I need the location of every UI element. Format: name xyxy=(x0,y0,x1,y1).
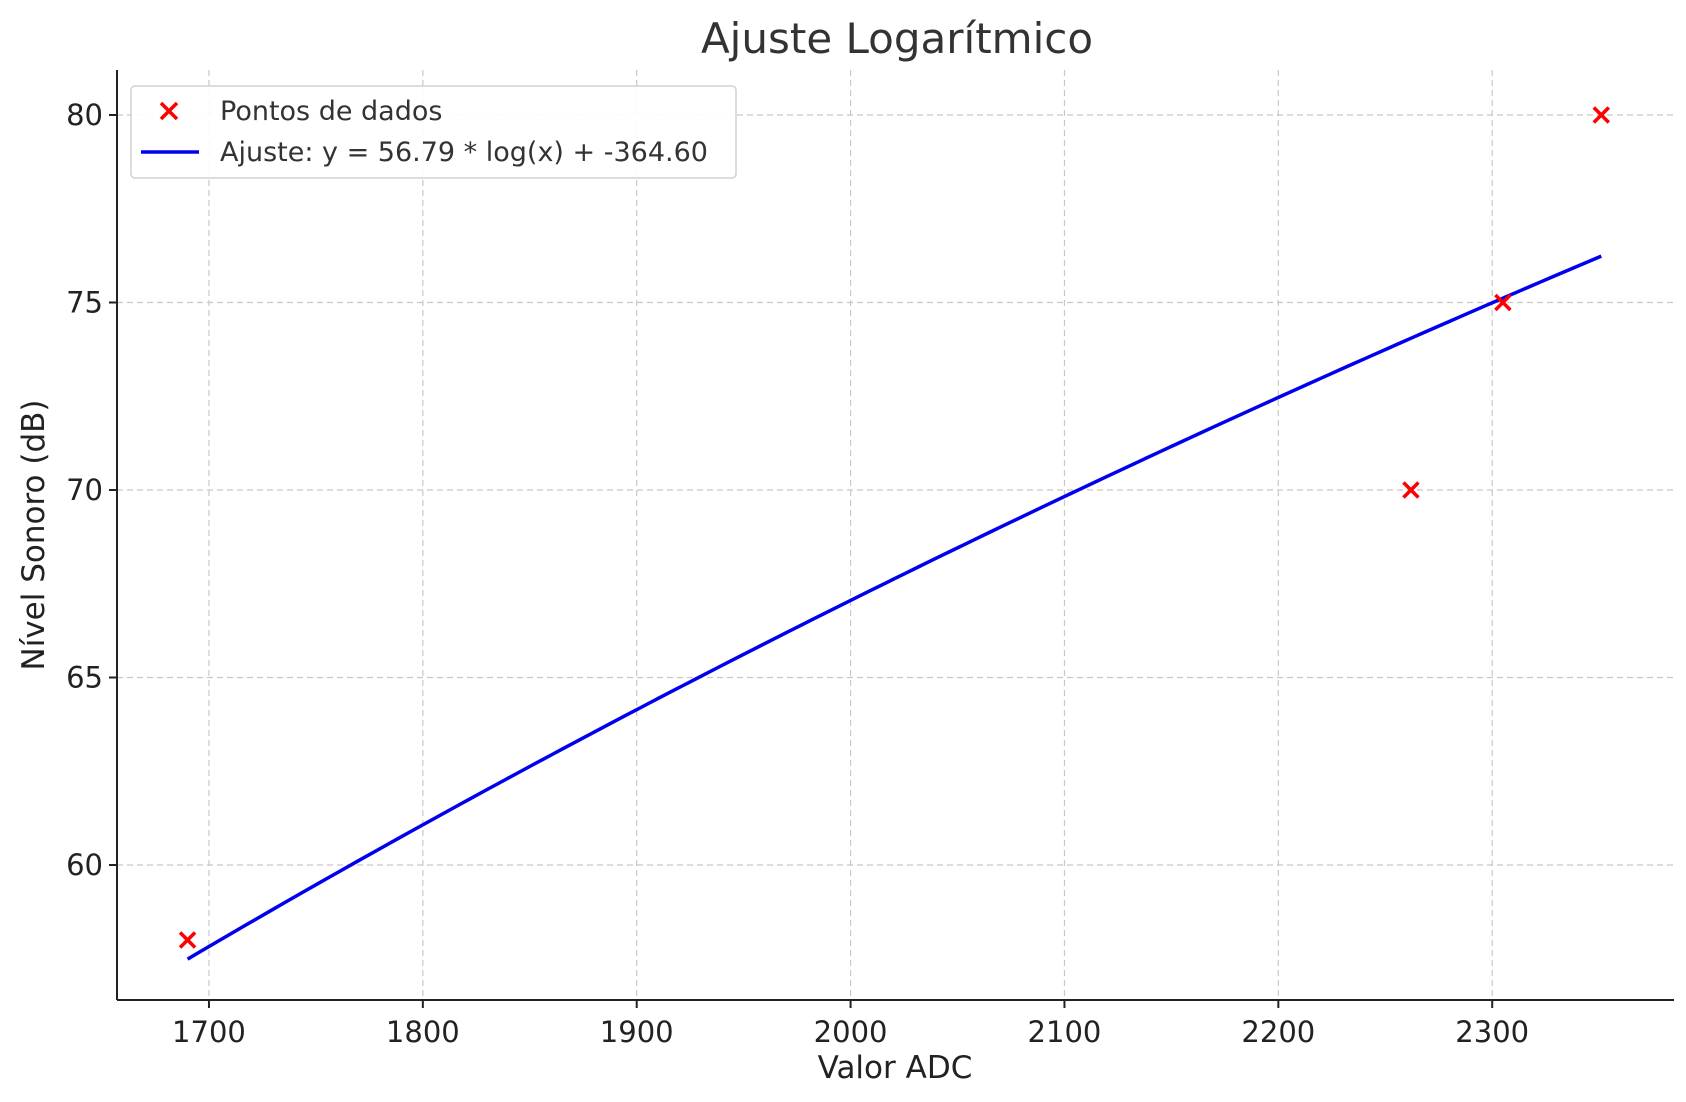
chart-title: Ajuste Logarítmico xyxy=(701,14,1093,63)
x-tick-label: 1700 xyxy=(172,1015,246,1049)
y-tick-label: 70 xyxy=(66,473,103,507)
data-point xyxy=(1494,293,1512,312)
axes xyxy=(116,70,1674,1001)
legend-label-line: Ajuste: y = 56.79 * log(x) + -364.60 xyxy=(220,137,708,168)
legend-label-scatter: Pontos de dados xyxy=(220,96,442,127)
y-axis-label: Nível Sonoro (dB) xyxy=(16,400,52,671)
x-tick-label: 2100 xyxy=(1028,1015,1102,1049)
data-point xyxy=(1592,106,1611,124)
grid xyxy=(117,70,1674,1000)
data-point xyxy=(1402,481,1420,499)
legend-box xyxy=(130,85,737,179)
x-tick-label: 2300 xyxy=(1455,1015,1529,1049)
x-tick-label: 2000 xyxy=(814,1015,888,1049)
data-point xyxy=(178,931,197,949)
y-tick-label: 75 xyxy=(66,286,103,320)
x-axis-label: Valor ADC xyxy=(818,1050,973,1086)
x-tick-label: 1900 xyxy=(600,1015,674,1049)
series xyxy=(178,106,1611,961)
fit-line xyxy=(186,254,1602,961)
x-tick-label: 2200 xyxy=(1241,1015,1315,1049)
x-tick-label: 1800 xyxy=(386,1015,460,1049)
y-tick-label: 60 xyxy=(66,848,103,882)
legend-marker-scatter xyxy=(159,101,179,121)
y-tick-label: 65 xyxy=(66,661,103,695)
legend: Pontos de dados Ajuste: y = 56.79 * log(… xyxy=(130,85,737,179)
ticks: 1700 1800 1900 2000 2100 2200 2300 60 65 70 75 80 xyxy=(66,98,1529,1049)
y-tick-label: 80 xyxy=(66,98,103,132)
